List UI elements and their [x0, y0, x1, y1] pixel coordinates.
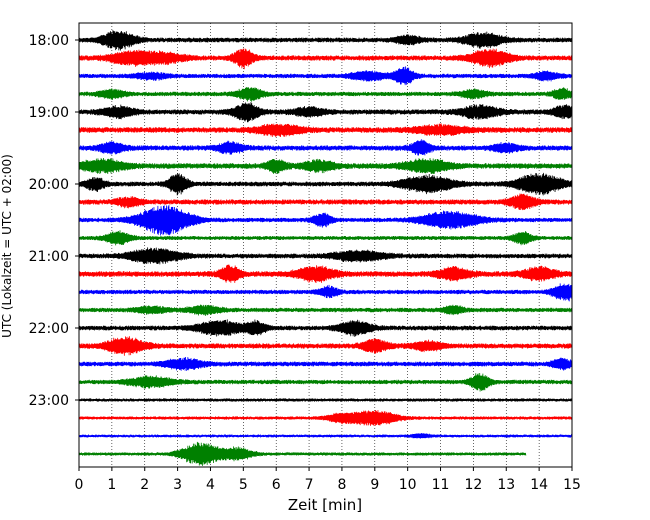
x-tick-label: 13: [497, 477, 515, 493]
trace-1945: [78, 157, 573, 175]
x-tick-label: 7: [305, 477, 314, 493]
trace-2100: [78, 247, 573, 265]
x-tick-label: 5: [239, 477, 248, 493]
trace-2115: [78, 264, 573, 284]
x-tick-label: 12: [464, 477, 482, 493]
y-tick-label: 21:00: [29, 249, 69, 265]
trace-2345: [78, 441, 527, 466]
trace-1900: [78, 102, 573, 123]
trace-2000: [78, 172, 573, 196]
x-tick-label: 8: [337, 477, 346, 493]
trace-1930: [78, 139, 573, 156]
trace-2300: [78, 398, 573, 402]
trace-2130: [78, 283, 573, 302]
x-tick-label: 15: [563, 477, 581, 493]
y-axis-title: UTC (Lokalzeit = UTC + 02:00): [0, 154, 14, 338]
trace-1815: [78, 48, 573, 70]
x-tick-label: 11: [432, 477, 450, 493]
trace-1800: [78, 30, 573, 51]
x-tick-label: 4: [206, 477, 215, 493]
y-tick-label: 19:00: [29, 105, 69, 121]
trace-2215: [78, 336, 573, 356]
trace-2245: [78, 373, 573, 392]
vertical-gridlines: [111, 23, 540, 467]
y-tick-label: 23:00: [29, 393, 69, 409]
y-tick-label: 22:00: [29, 321, 69, 337]
x-tick-label: 14: [530, 477, 548, 493]
y-tick-label: 20:00: [29, 177, 69, 193]
x-axis-title: Zeit [min]: [288, 496, 362, 514]
trace-2315: [78, 409, 573, 426]
x-tick-label: 9: [370, 477, 379, 493]
x-tick-label: 3: [173, 477, 182, 493]
plot-frame: [78, 22, 573, 468]
seismic-traces: [78, 30, 573, 466]
x-tick-label: 6: [272, 477, 281, 493]
x-tick-label: 0: [75, 477, 84, 493]
trace-2200: [78, 319, 573, 337]
trace-1915: [78, 123, 573, 138]
trace-1830: [78, 66, 573, 86]
x-axis-ticks: 0 1 2 3 4 5 6 7 8 9 10 11 12 13 14 15: [75, 467, 581, 493]
trace-2330: [78, 433, 573, 439]
trace-2045: [78, 230, 573, 246]
trace-2230: [78, 357, 573, 371]
y-axis-ticks: 18:00 19:00 20:00 21:00 22:00 23:00: [29, 33, 79, 409]
trace-1845: [78, 87, 573, 102]
trace-2015: [78, 193, 573, 211]
y-tick-label: 18:00: [29, 33, 69, 49]
x-tick-label: 1: [107, 477, 116, 493]
trace-2145: [78, 304, 573, 316]
x-tick-label: 10: [399, 477, 417, 493]
trace-2030: [78, 205, 573, 236]
x-tick-label: 2: [140, 477, 149, 493]
